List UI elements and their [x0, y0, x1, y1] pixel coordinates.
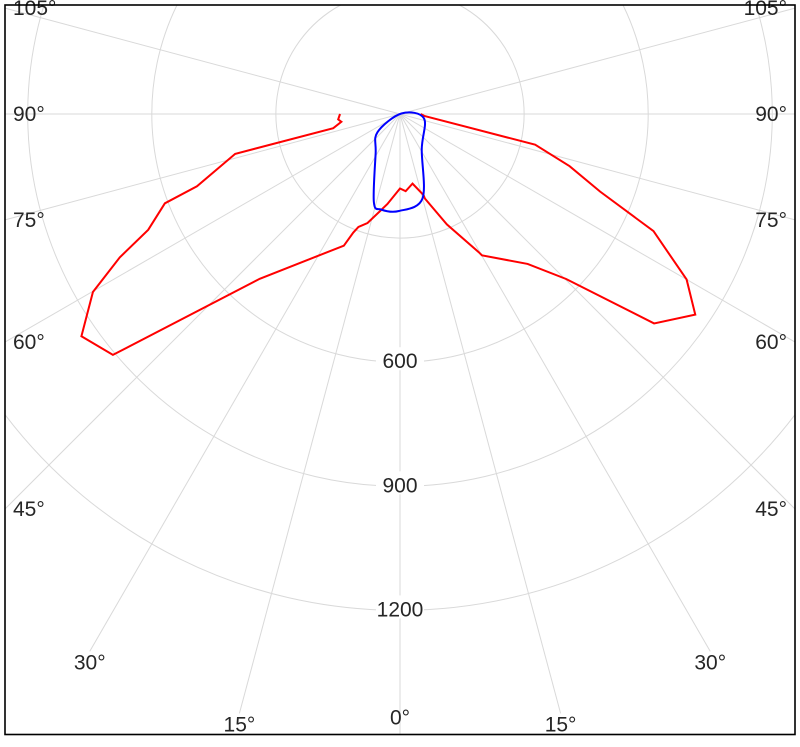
svg-text:0°: 0°	[390, 707, 410, 730]
svg-text:30°: 30°	[74, 651, 106, 674]
svg-text:105°: 105°	[744, 0, 787, 20]
svg-text:60°: 60°	[13, 331, 45, 354]
svg-text:60°: 60°	[755, 331, 787, 354]
svg-text:45°: 45°	[755, 498, 787, 521]
svg-text:90°: 90°	[755, 103, 787, 126]
svg-text:105°: 105°	[13, 0, 56, 20]
svg-text:75°: 75°	[755, 209, 787, 232]
svg-text:600: 600	[382, 350, 417, 373]
svg-text:75°: 75°	[13, 209, 45, 232]
svg-text:45°: 45°	[13, 498, 45, 521]
svg-text:15°: 15°	[545, 713, 577, 736]
svg-text:1200: 1200	[377, 598, 424, 621]
svg-text:15°: 15°	[224, 713, 256, 736]
svg-text:30°: 30°	[694, 651, 726, 674]
svg-text:90°: 90°	[13, 103, 45, 126]
svg-text:900: 900	[382, 474, 417, 497]
